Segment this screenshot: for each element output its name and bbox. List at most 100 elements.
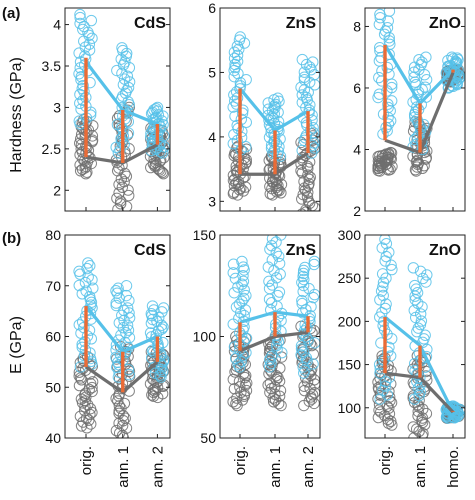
- data-point-cyan: [382, 98, 394, 110]
- data-point-cyan: [73, 265, 85, 278]
- data-point-cyan: [407, 262, 420, 274]
- data-point-cyan: [273, 257, 286, 270]
- data-point-cyan: [238, 292, 250, 305]
- data-point-cyan: [157, 321, 169, 333]
- data-point-cyan: [386, 263, 398, 276]
- data-point-cyan: [121, 84, 133, 97]
- data-point-cyan: [111, 64, 123, 77]
- panel-title: CdS: [134, 15, 166, 32]
- data-point-gray: [298, 380, 310, 392]
- y-tick-label: 4: [353, 141, 361, 157]
- data-point-cyan: [227, 318, 239, 330]
- data-point-cyan: [380, 237, 393, 250]
- x-tick-label: ann. 1: [115, 446, 132, 488]
- data-point-cyan: [415, 315, 428, 327]
- panel-4: 40 50 60 70 80 orig. ann. 1 ann. 2 CdS: [45, 227, 171, 488]
- data-point-gray: [227, 373, 239, 386]
- data-point-gray: [81, 422, 93, 434]
- data-point-cyan: [297, 279, 310, 292]
- data-point-cyan: [380, 272, 392, 284]
- panel-6: 100 150 200 250 300 orig. ann. 1 homo. ZnO: [338, 227, 466, 488]
- data-point-cyan: [230, 301, 243, 313]
- data-point-gray: [302, 169, 314, 181]
- data-point-cyan: [409, 279, 421, 292]
- data-point-cyan: [452, 54, 464, 66]
- data-point-gray: [262, 379, 274, 391]
- data-point-cyan: [269, 98, 282, 111]
- data-point-gray: [274, 384, 287, 397]
- data-point-cyan: [308, 258, 320, 271]
- y-tick-label: 250: [338, 270, 362, 286]
- data-point-cyan: [110, 339, 123, 351]
- panel-title: ZnS: [286, 15, 317, 32]
- data-point-cyan: [262, 97, 274, 109]
- data-point-cyan: [116, 42, 128, 54]
- data-point-cyan: [296, 53, 309, 66]
- data-point-cyan: [121, 70, 134, 82]
- data-point-gray: [298, 175, 310, 188]
- data-point-gray: [79, 387, 92, 399]
- data-point-cyan: [227, 258, 240, 270]
- data-point-cyan: [420, 73, 433, 86]
- data-point-cyan: [240, 73, 252, 86]
- data-point-cyan: [120, 280, 133, 292]
- data-point-cyan: [231, 49, 244, 61]
- data-point-gray: [118, 397, 131, 410]
- panel-3: 2 4 6 8 ZnO: [353, 7, 466, 219]
- data-point-cyan: [451, 52, 463, 64]
- data-point-cyan: [267, 112, 280, 125]
- data-point-cyan: [86, 32, 98, 44]
- data-point-cyan: [384, 38, 396, 51]
- data-point-gray: [295, 164, 307, 177]
- data-point-gray: [147, 158, 160, 170]
- x-tick-label: orig.: [78, 446, 95, 475]
- data-point-cyan: [383, 8, 396, 17]
- data-point-gray: [382, 417, 395, 429]
- data-point-cyan: [300, 352, 313, 364]
- data-point-cyan: [87, 282, 99, 294]
- data-point-gray: [84, 402, 97, 415]
- data-point-cyan: [228, 70, 240, 83]
- data-point-cyan: [229, 61, 241, 74]
- data-point-cyan: [383, 246, 395, 258]
- data-point-cyan: [263, 282, 276, 295]
- data-point-cyan: [121, 302, 134, 314]
- data-point-cyan: [228, 52, 241, 65]
- y-tick-label: 4: [53, 17, 61, 33]
- data-point-cyan: [420, 51, 432, 63]
- panel-title: ZnO: [429, 15, 461, 32]
- data-point-cyan: [232, 358, 244, 370]
- y-tick-label: 200: [338, 313, 362, 329]
- panel-letter-b: (b): [2, 230, 21, 247]
- plot-area: [372, 235, 465, 438]
- y-tick-label: 3: [53, 99, 61, 115]
- data-point-cyan: [379, 235, 391, 246]
- y-tick-label: 100: [193, 329, 217, 345]
- data-point-cyan: [118, 73, 131, 85]
- data-point-gray: [239, 379, 252, 391]
- axes-frame: [219, 7, 321, 212]
- panel-2: 3 4 5 6 ZnS: [208, 0, 321, 212]
- data-point-cyan: [416, 301, 428, 313]
- data-point-cyan: [446, 51, 458, 63]
- data-point-cyan: [77, 79, 89, 92]
- data-point-cyan: [115, 133, 127, 145]
- panel-title: ZnO: [429, 242, 461, 259]
- data-point-cyan: [380, 298, 392, 310]
- data-point-cyan: [146, 313, 159, 326]
- data-point-cyan: [73, 47, 85, 59]
- data-point-cyan: [74, 17, 86, 30]
- data-point-cyan: [149, 367, 162, 379]
- y-tick-label: 2: [53, 182, 61, 198]
- data-point-cyan: [231, 92, 244, 104]
- data-point-gray: [77, 416, 89, 428]
- data-point-cyan: [414, 308, 427, 320]
- y-tick-label: 80: [45, 227, 61, 243]
- data-point-cyan: [296, 297, 308, 310]
- data-point-gray: [80, 391, 92, 403]
- data-point-cyan: [235, 355, 247, 367]
- data-point-cyan: [273, 250, 285, 263]
- data-point-gray: [372, 411, 385, 424]
- data-point-gray: [273, 185, 285, 197]
- row-b-ylabel: E (GPa): [8, 316, 25, 374]
